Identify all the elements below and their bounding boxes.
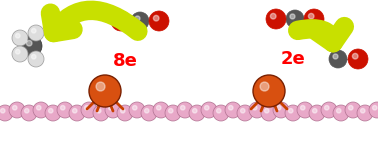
Circle shape: [288, 109, 293, 113]
Text: 8e: 8e: [113, 52, 138, 70]
Circle shape: [309, 105, 325, 121]
Circle shape: [286, 10, 304, 28]
Circle shape: [266, 9, 286, 29]
Circle shape: [25, 109, 29, 113]
Circle shape: [308, 13, 314, 19]
Circle shape: [117, 105, 133, 121]
Circle shape: [369, 102, 378, 118]
Circle shape: [153, 102, 169, 118]
Circle shape: [0, 105, 13, 121]
Circle shape: [361, 109, 365, 113]
Circle shape: [96, 82, 105, 91]
Circle shape: [290, 14, 295, 19]
Circle shape: [357, 105, 373, 121]
Circle shape: [192, 109, 197, 113]
Circle shape: [115, 15, 121, 21]
Circle shape: [285, 105, 301, 121]
Circle shape: [260, 82, 269, 91]
Circle shape: [45, 105, 61, 121]
Circle shape: [0, 109, 5, 113]
FancyArrowPatch shape: [50, 10, 138, 33]
Circle shape: [26, 40, 32, 46]
Circle shape: [121, 109, 125, 113]
Circle shape: [225, 102, 241, 118]
Circle shape: [9, 102, 25, 118]
Circle shape: [349, 105, 353, 110]
Circle shape: [321, 102, 337, 118]
Circle shape: [169, 109, 173, 113]
Circle shape: [329, 50, 347, 68]
Circle shape: [37, 105, 41, 110]
Circle shape: [240, 109, 245, 113]
Circle shape: [373, 105, 377, 110]
Circle shape: [156, 105, 161, 110]
Circle shape: [165, 105, 181, 121]
Circle shape: [96, 109, 101, 113]
Circle shape: [149, 11, 169, 31]
Circle shape: [333, 54, 338, 59]
Circle shape: [15, 49, 20, 54]
Circle shape: [135, 16, 140, 21]
Circle shape: [93, 105, 109, 121]
Circle shape: [336, 109, 341, 113]
Circle shape: [304, 9, 324, 29]
FancyArrowPatch shape: [298, 27, 344, 43]
Circle shape: [21, 105, 37, 121]
Circle shape: [270, 13, 276, 19]
Circle shape: [277, 105, 281, 110]
Circle shape: [31, 55, 36, 59]
Circle shape: [249, 102, 265, 118]
Circle shape: [253, 105, 257, 110]
Circle shape: [28, 25, 44, 41]
Circle shape: [131, 12, 149, 30]
Circle shape: [348, 49, 368, 69]
Circle shape: [204, 105, 209, 110]
Circle shape: [105, 102, 121, 118]
Circle shape: [12, 105, 17, 110]
Circle shape: [57, 102, 73, 118]
Circle shape: [177, 102, 193, 118]
Circle shape: [213, 105, 229, 121]
Circle shape: [31, 28, 36, 33]
Circle shape: [141, 105, 157, 121]
Circle shape: [129, 102, 145, 118]
Circle shape: [297, 102, 313, 118]
Circle shape: [12, 30, 28, 46]
Circle shape: [201, 102, 217, 118]
Circle shape: [81, 102, 97, 118]
Circle shape: [189, 105, 205, 121]
Circle shape: [85, 105, 89, 110]
Circle shape: [301, 105, 305, 110]
Circle shape: [69, 105, 85, 121]
Circle shape: [181, 105, 185, 110]
Circle shape: [15, 34, 20, 38]
Circle shape: [89, 75, 121, 107]
Circle shape: [48, 109, 53, 113]
Circle shape: [273, 102, 289, 118]
Circle shape: [22, 36, 42, 56]
Circle shape: [333, 105, 349, 121]
Circle shape: [237, 105, 253, 121]
Text: 2e: 2e: [280, 50, 305, 68]
Circle shape: [325, 105, 329, 110]
Circle shape: [345, 102, 361, 118]
Circle shape: [60, 105, 65, 110]
Circle shape: [108, 105, 113, 110]
Circle shape: [73, 109, 77, 113]
Circle shape: [265, 109, 269, 113]
Circle shape: [261, 105, 277, 121]
Circle shape: [133, 105, 137, 110]
Circle shape: [33, 102, 49, 118]
Circle shape: [253, 75, 285, 107]
Circle shape: [153, 15, 159, 21]
Circle shape: [217, 109, 221, 113]
Circle shape: [111, 11, 131, 31]
Circle shape: [229, 105, 233, 110]
Circle shape: [144, 109, 149, 113]
Circle shape: [12, 46, 28, 62]
Circle shape: [352, 53, 358, 59]
Circle shape: [313, 109, 317, 113]
Circle shape: [28, 51, 44, 67]
